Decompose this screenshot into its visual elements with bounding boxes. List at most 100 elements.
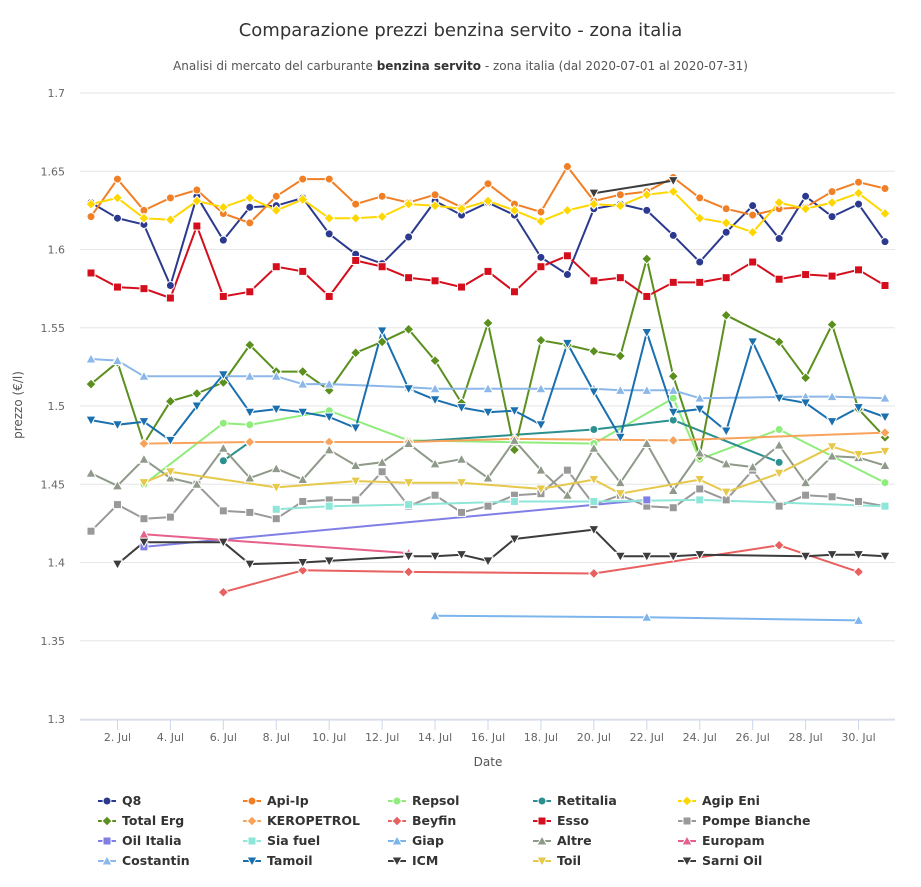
series-line-repsol[interactable] bbox=[143, 397, 886, 486]
data-point-total-erg[interactable] bbox=[297, 365, 309, 378]
data-point-toil[interactable] bbox=[826, 442, 838, 453]
data-point-toil[interactable] bbox=[773, 468, 785, 480]
data-point-tamoil[interactable] bbox=[614, 432, 627, 444]
data-point-tamoil[interactable] bbox=[535, 420, 547, 431]
data-point-agip-eni[interactable] bbox=[535, 215, 547, 228]
data-point-esso[interactable] bbox=[589, 276, 599, 286]
data-point-costantin[interactable] bbox=[243, 370, 256, 381]
data-point-esso[interactable] bbox=[457, 282, 467, 292]
data-point-toil[interactable] bbox=[455, 478, 468, 489]
data-point-altre[interactable] bbox=[138, 453, 150, 464]
data-point-sarni-oil[interactable] bbox=[402, 551, 415, 563]
data-point-sia-fuel[interactable] bbox=[880, 501, 890, 511]
data-point-esso[interactable] bbox=[112, 282, 122, 292]
data-point-api-ip[interactable] bbox=[112, 174, 122, 184]
data-point-altre[interactable] bbox=[111, 479, 124, 491]
data-point-tamoil[interactable] bbox=[164, 435, 177, 447]
data-point-costantin[interactable] bbox=[667, 384, 680, 395]
data-point-q8[interactable] bbox=[801, 191, 811, 201]
data-point-altre[interactable] bbox=[826, 450, 838, 461]
data-point-total-erg[interactable] bbox=[482, 317, 494, 329]
data-point-toil[interactable] bbox=[138, 478, 150, 489]
data-point-agip-eni[interactable] bbox=[270, 204, 282, 217]
data-point-esso[interactable] bbox=[165, 293, 175, 303]
data-point-tamoil[interactable] bbox=[296, 407, 309, 419]
data-point-beyfin[interactable] bbox=[773, 539, 785, 551]
legend-marker-pompe-bianche[interactable] bbox=[682, 816, 692, 826]
data-point-esso[interactable] bbox=[351, 255, 361, 265]
data-point-sarni-oil[interactable] bbox=[588, 525, 600, 536]
data-point-agip-eni[interactable] bbox=[349, 212, 362, 224]
data-point-esso[interactable] bbox=[562, 251, 572, 261]
data-point-agip-eni[interactable] bbox=[879, 207, 891, 220]
data-point-tamoil[interactable] bbox=[243, 407, 256, 419]
series-line-api-ip[interactable] bbox=[90, 165, 886, 224]
data-point-pompe-bianche[interactable] bbox=[245, 507, 255, 517]
data-point-toil[interactable] bbox=[614, 489, 627, 500]
data-point-esso[interactable] bbox=[218, 291, 228, 301]
data-point-esso[interactable] bbox=[536, 262, 546, 272]
data-point-q8[interactable] bbox=[112, 213, 122, 223]
data-point-tamoil[interactable] bbox=[349, 423, 362, 434]
data-point-agip-eni[interactable] bbox=[244, 192, 256, 204]
legend-marker-q8[interactable] bbox=[102, 796, 112, 806]
data-point-q8[interactable] bbox=[695, 257, 705, 267]
data-point-tamoil[interactable] bbox=[429, 395, 441, 406]
data-point-altre[interactable] bbox=[349, 459, 362, 470]
data-point-altre[interactable] bbox=[693, 446, 706, 458]
data-point-pompe-bianche[interactable] bbox=[430, 490, 440, 500]
data-point-costantin[interactable] bbox=[879, 392, 891, 403]
data-point-esso[interactable] bbox=[509, 287, 519, 297]
data-point-costantin[interactable] bbox=[640, 384, 653, 395]
data-point-esso[interactable] bbox=[854, 265, 864, 275]
data-point-esso[interactable] bbox=[192, 221, 202, 231]
data-point-tamoil[interactable] bbox=[376, 326, 388, 337]
data-point-total-erg[interactable] bbox=[85, 378, 97, 390]
series-line-esso[interactable] bbox=[90, 225, 886, 299]
data-point-sarni-oil[interactable] bbox=[667, 551, 680, 563]
data-point-beyfin[interactable] bbox=[297, 564, 309, 577]
data-point-agip-eni[interactable] bbox=[720, 217, 732, 229]
data-point-sarni-oil[interactable] bbox=[614, 551, 627, 563]
data-point-agip-eni[interactable] bbox=[641, 189, 653, 201]
data-point-altre[interactable] bbox=[799, 476, 812, 488]
data-point-tamoil[interactable] bbox=[588, 387, 600, 398]
data-point-toil[interactable] bbox=[349, 476, 362, 488]
data-point-api-ip[interactable] bbox=[695, 193, 705, 203]
data-point-retitalia[interactable] bbox=[774, 457, 784, 467]
data-point-pompe-bianche[interactable] bbox=[801, 490, 811, 500]
data-point-q8[interactable] bbox=[218, 235, 228, 245]
data-point-toil[interactable] bbox=[693, 475, 706, 486]
data-point-keropetrol[interactable] bbox=[244, 436, 256, 448]
data-point-total-erg[interactable] bbox=[773, 336, 785, 348]
data-point-costantin[interactable] bbox=[535, 382, 547, 394]
data-point-agip-eni[interactable] bbox=[455, 203, 468, 215]
data-point-costantin[interactable] bbox=[270, 370, 283, 381]
data-point-agip-eni[interactable] bbox=[826, 196, 838, 209]
data-point-altre[interactable] bbox=[270, 462, 283, 474]
data-point-sarni-oil[interactable] bbox=[296, 558, 309, 569]
data-point-sarni-oil[interactable] bbox=[693, 550, 706, 561]
data-point-giap[interactable] bbox=[852, 614, 865, 625]
data-point-agip-eni[interactable] bbox=[482, 195, 494, 207]
data-point-sia-fuel[interactable] bbox=[695, 495, 705, 505]
data-point-agip-eni[interactable] bbox=[799, 203, 812, 215]
data-point-esso[interactable] bbox=[483, 266, 493, 276]
data-point-tamoil[interactable] bbox=[323, 412, 336, 423]
data-point-pompe-bianche[interactable] bbox=[112, 500, 122, 510]
data-point-altre[interactable] bbox=[323, 443, 336, 455]
data-point-sarni-oil[interactable] bbox=[323, 556, 336, 567]
data-point-icm[interactable] bbox=[588, 188, 600, 200]
data-point-tamoil[interactable] bbox=[482, 407, 494, 419]
data-point-esso[interactable] bbox=[271, 262, 281, 272]
data-point-pompe-bianche[interactable] bbox=[377, 467, 387, 477]
data-point-agip-eni[interactable] bbox=[746, 226, 759, 238]
data-point-esso[interactable] bbox=[695, 277, 705, 287]
data-point-altre[interactable] bbox=[588, 442, 600, 453]
data-point-agip-eni[interactable] bbox=[402, 198, 415, 210]
data-point-tamoil[interactable] bbox=[746, 337, 759, 348]
data-point-pompe-bianche[interactable] bbox=[271, 514, 281, 524]
data-point-keropetrol[interactable] bbox=[879, 426, 891, 439]
data-point-sia-fuel[interactable] bbox=[404, 500, 414, 510]
data-point-esso[interactable] bbox=[668, 277, 678, 287]
